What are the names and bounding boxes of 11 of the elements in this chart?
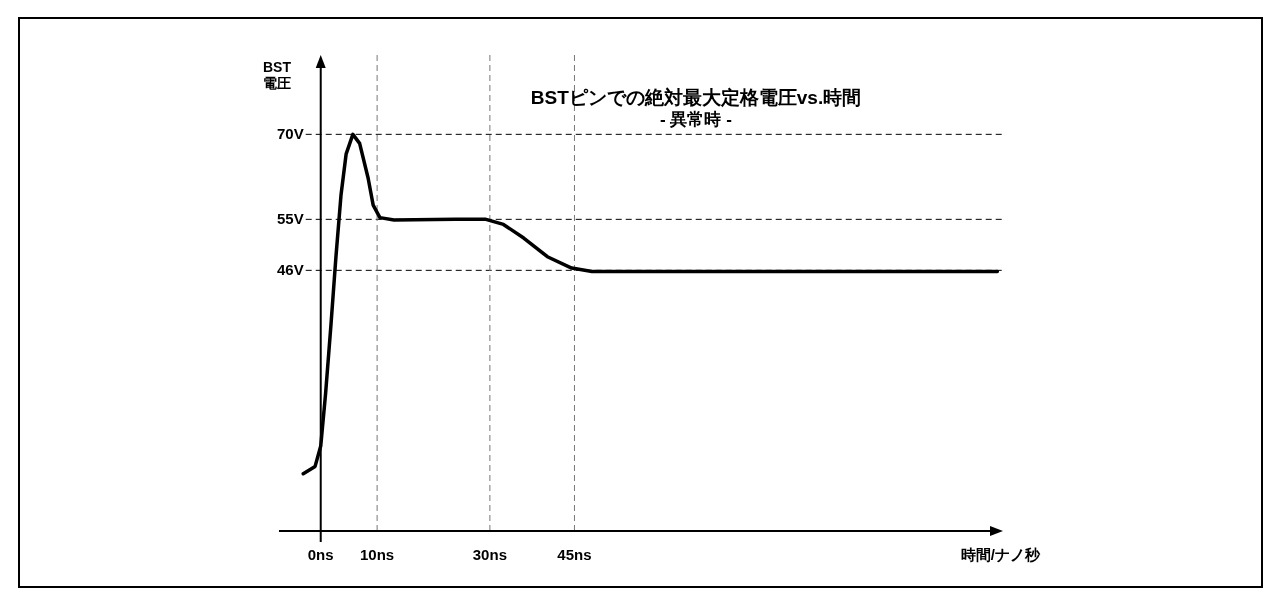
x-tick-label: 30ns: [472, 546, 507, 563]
text: - 異常時 -: [660, 110, 732, 129]
x-tick-label: 0ns: [307, 546, 334, 563]
text: BSTピンでの絶対最大定格電圧vs.時間: [530, 87, 862, 108]
x-tick-label: 10ns: [360, 546, 395, 563]
y-axis-title: BST 電圧: [263, 59, 292, 92]
x-axis-title: 時間/ナノ秒: [960, 546, 1041, 563]
y-tick-label: 46V: [277, 261, 304, 279]
y-tick-label: 70V: [277, 125, 304, 143]
x-tick-label: 45ns: [557, 546, 592, 563]
y-tick-label: 55V: [277, 210, 304, 228]
